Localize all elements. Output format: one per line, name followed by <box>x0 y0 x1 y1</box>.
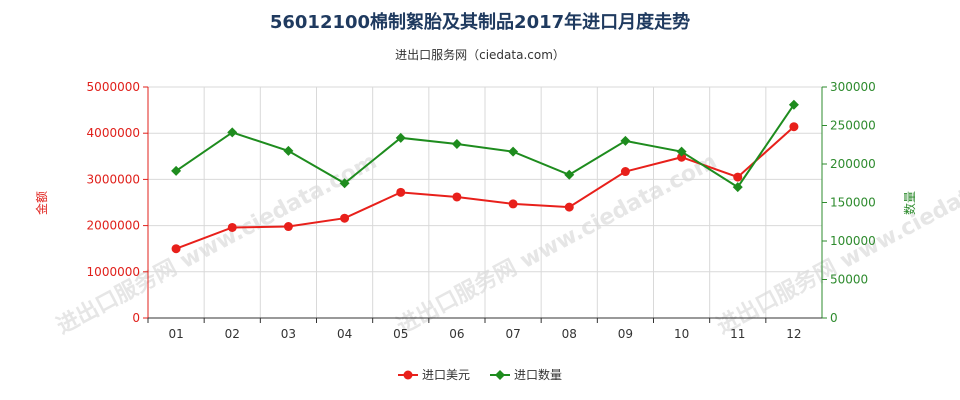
x-tick-label: 11 <box>730 327 745 341</box>
legend-item-2: 进口数量 <box>490 367 562 382</box>
x-tick-label: 02 <box>225 327 240 341</box>
y-right-tick-label: 200000 <box>830 157 876 171</box>
x-tick-label: 01 <box>168 327 183 341</box>
series-1-point <box>564 202 574 212</box>
y-axis-left-label: 金额 <box>34 191 49 215</box>
y-left-tick-label: 0 <box>132 311 140 325</box>
x-tick-label: 08 <box>562 327 577 341</box>
series-1-point <box>733 172 743 182</box>
series-1-point <box>171 244 181 254</box>
y-right-tick-label: 300000 <box>830 80 876 94</box>
series-2-point <box>508 146 519 157</box>
y-right-tick-label: 100000 <box>830 234 876 248</box>
legend-label: 进口美元 <box>422 368 470 382</box>
y-axis-right-label: 数量 <box>902 191 917 215</box>
chart-subtitle: 进出口服务网（ciedata.com） <box>395 48 565 62</box>
x-tick-label: 05 <box>393 327 408 341</box>
x-tick-label: 07 <box>505 327 520 341</box>
series-1-point <box>227 222 237 232</box>
series-1-point <box>283 222 293 232</box>
x-tick-label: 12 <box>786 327 801 341</box>
y-left-tick-label: 5000000 <box>87 80 140 94</box>
y-right-tick-label: 250000 <box>830 119 876 133</box>
watermark-text: 进出口服务网 www.ciedata.com <box>393 149 721 339</box>
series-1-point <box>508 199 518 209</box>
x-tick-label: 09 <box>618 327 633 341</box>
series-1-point <box>452 192 462 202</box>
series-2-point <box>788 99 799 110</box>
legend-label: 进口数量 <box>514 367 562 382</box>
y-left-tick-label: 2000000 <box>87 219 140 233</box>
y-right-tick-label: 0 <box>830 311 838 325</box>
series-2-point <box>451 138 462 149</box>
legend: 进口美元 进口数量 <box>398 367 562 382</box>
series-2-point <box>676 146 687 157</box>
series-2-point <box>620 135 631 146</box>
series-1-line <box>175 125 795 250</box>
y-right-tick-label: 150000 <box>830 196 876 210</box>
x-tick-label: 03 <box>281 327 296 341</box>
series-2 <box>171 99 799 193</box>
legend-item-1: 进口美元 <box>398 368 470 382</box>
axes-layer: 0100000020000003000000400000050000000500… <box>87 80 876 341</box>
series-2-point <box>564 169 575 180</box>
legend-swatch-marker <box>495 370 505 380</box>
y-left-tick-label: 3000000 <box>87 172 140 186</box>
series-1-point <box>620 167 630 177</box>
chart-title: 56012100棉制絮胎及其制品2017年进口月度走势 <box>269 12 691 33</box>
series-1-point <box>340 213 350 223</box>
y-right-tick-label: 50000 <box>830 273 868 287</box>
series-1 <box>171 122 799 254</box>
series-1-point <box>396 187 406 197</box>
series-2-point <box>283 145 294 156</box>
y-left-tick-label: 1000000 <box>87 265 140 279</box>
series-1-point <box>677 152 687 162</box>
x-tick-label: 06 <box>449 327 464 341</box>
series-2-point <box>339 178 350 189</box>
legend-swatch-marker <box>403 370 413 380</box>
series-2-line <box>175 104 795 189</box>
series-2-point <box>171 165 182 176</box>
grid-layer <box>147 86 823 319</box>
series-2-point <box>227 127 238 138</box>
series-2-point <box>395 132 406 143</box>
y-left-tick-label: 4000000 <box>87 126 140 140</box>
x-tick-label: 10 <box>674 327 689 341</box>
x-tick-label: 04 <box>337 327 352 341</box>
series-layer <box>171 99 799 254</box>
series-2-point <box>732 182 743 193</box>
series-1-point <box>789 122 799 132</box>
